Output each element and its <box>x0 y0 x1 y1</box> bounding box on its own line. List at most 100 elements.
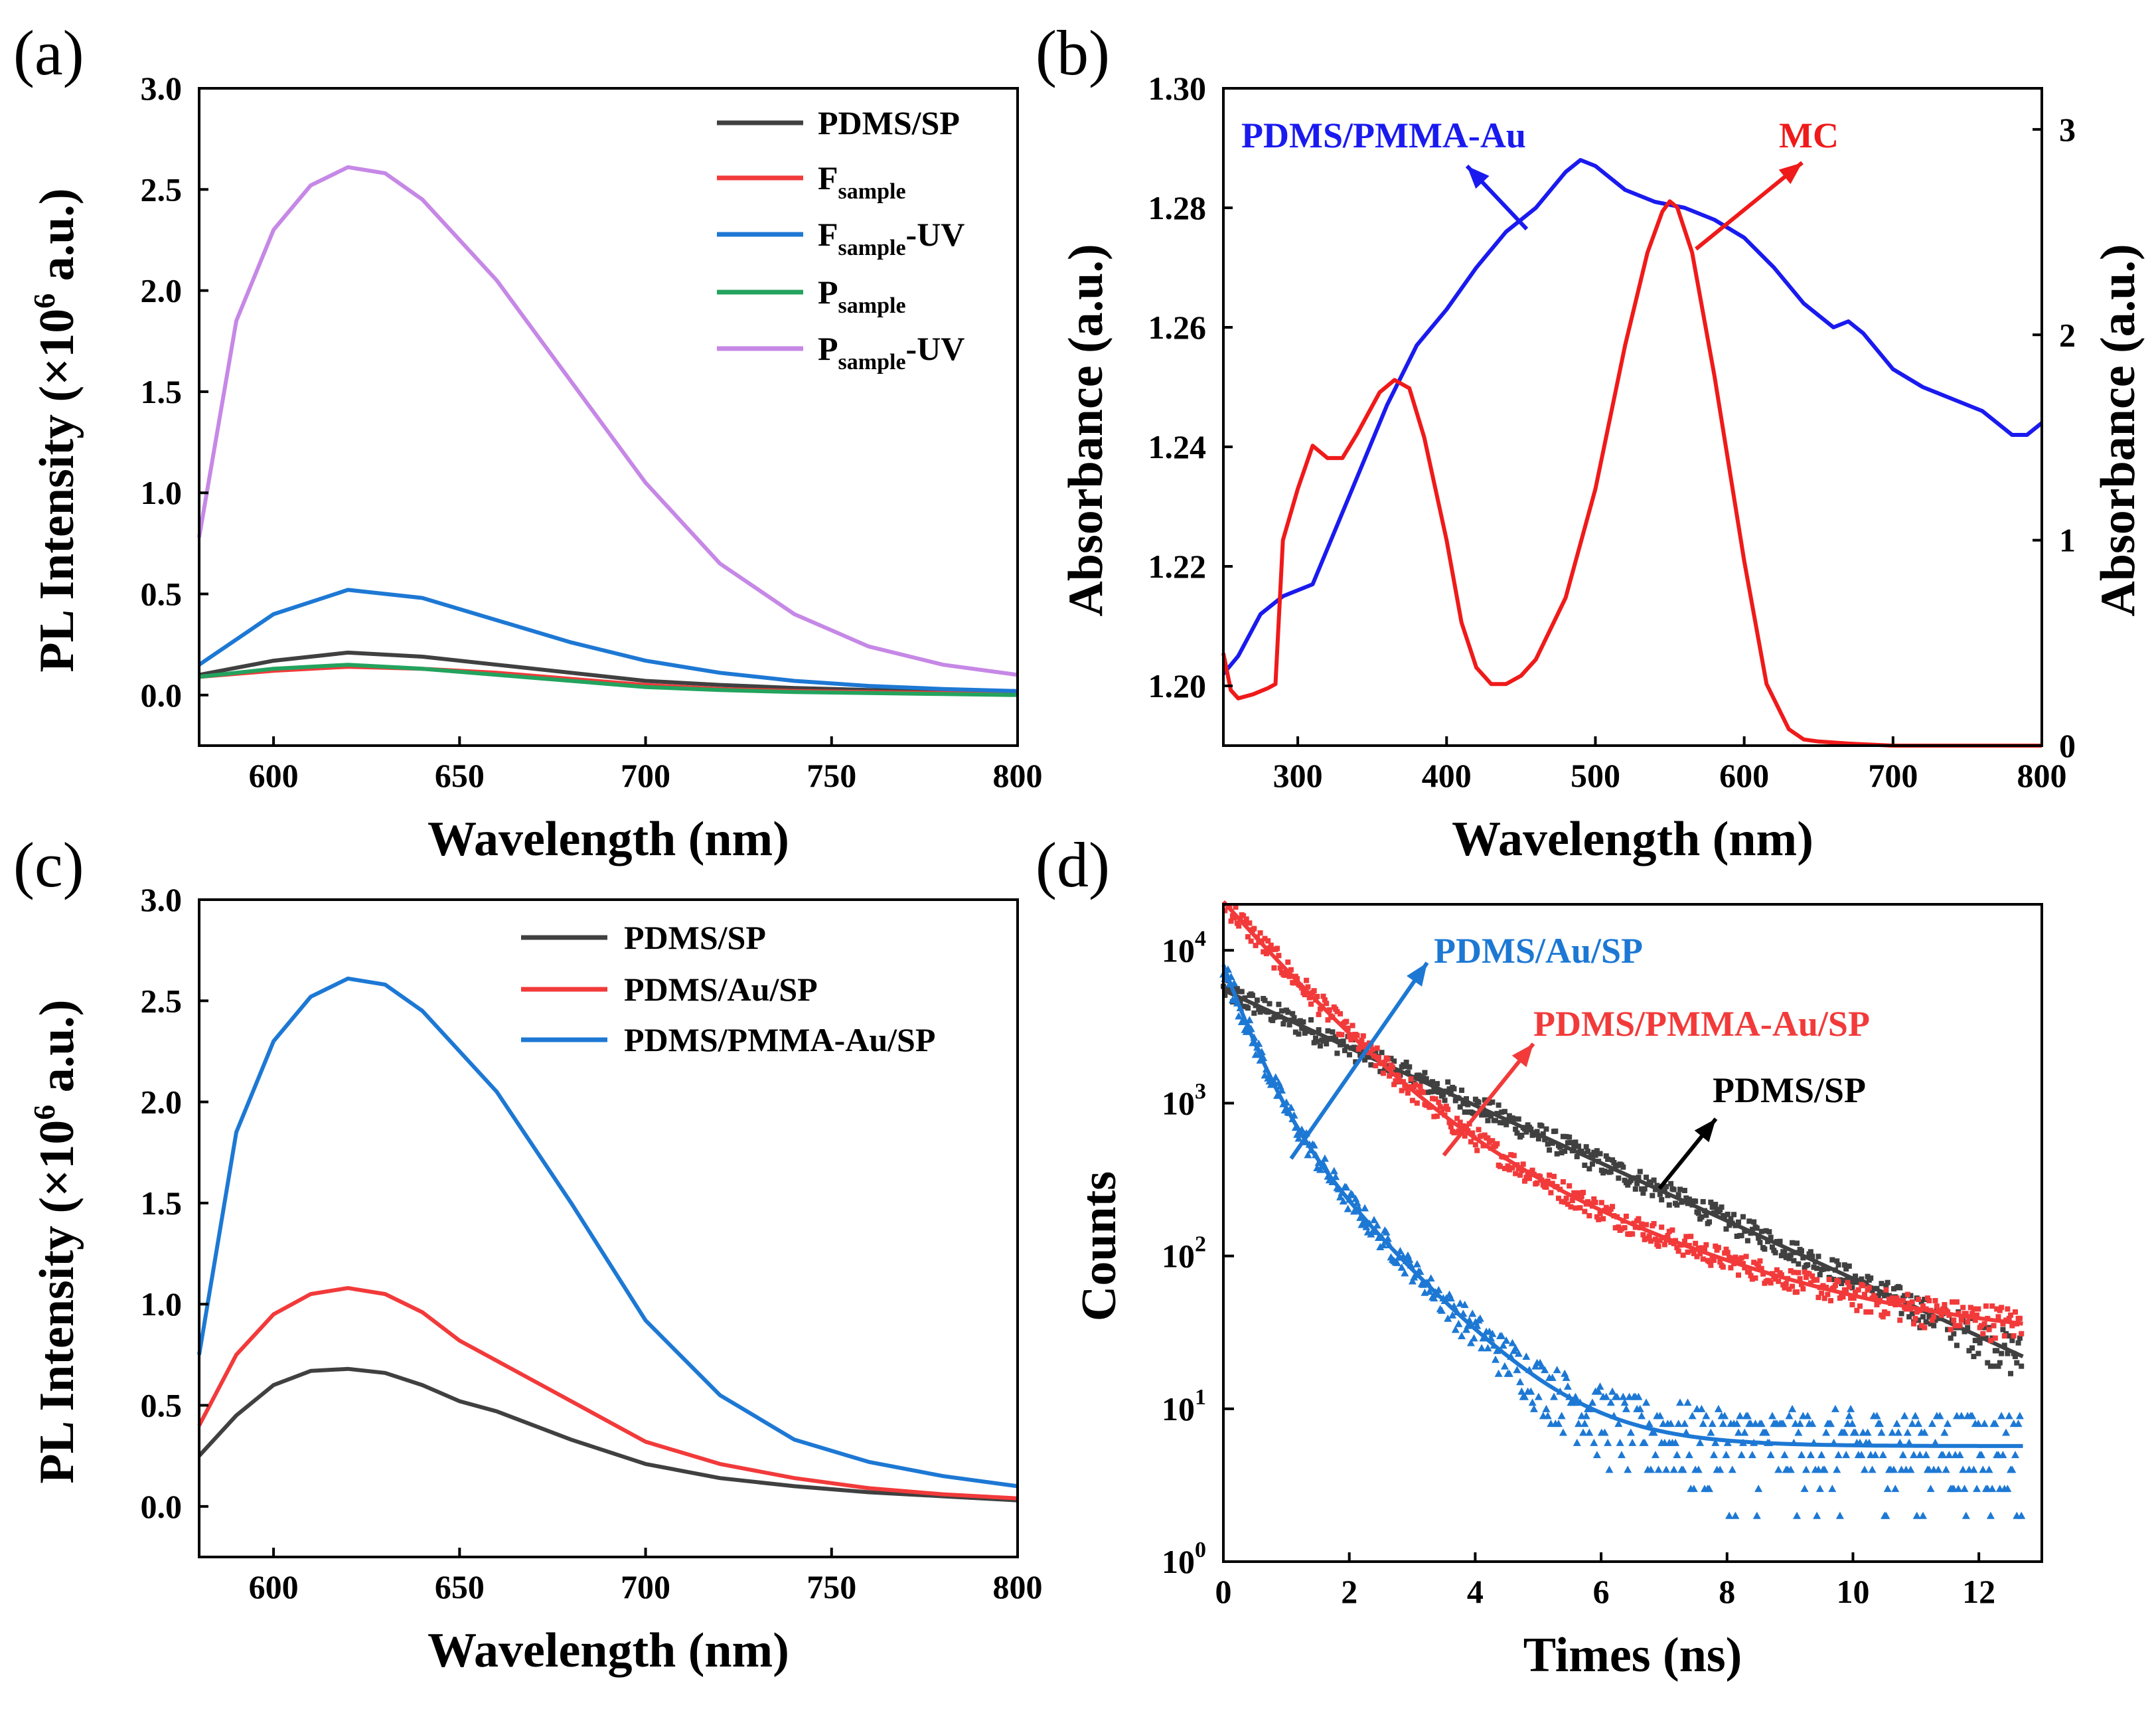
data-point <box>1756 1264 1762 1269</box>
data-point <box>1267 945 1272 951</box>
data-point <box>1537 1362 1546 1370</box>
data-point <box>1369 1046 1375 1052</box>
y-tick-label: 2.5 <box>141 982 183 1019</box>
data-point <box>1493 1117 1499 1123</box>
data-point <box>1571 1144 1577 1150</box>
data-point <box>1968 1412 1977 1420</box>
x-axis-label: Wavelength (nm) <box>1452 812 1813 866</box>
data-point <box>1514 1130 1520 1136</box>
data-point <box>1598 1200 1604 1206</box>
data-point <box>1559 1428 1567 1436</box>
data-point <box>1228 918 1234 924</box>
data-point <box>1814 1266 1820 1271</box>
data-point <box>1748 1273 1754 1279</box>
data-point <box>1837 1295 1843 1301</box>
data-point <box>1971 1306 1977 1312</box>
data-point <box>1728 1265 1734 1271</box>
data-point <box>1568 1204 1574 1210</box>
data-point <box>1425 1287 1434 1295</box>
data-point <box>1579 1194 1584 1200</box>
data-point <box>1665 1232 1671 1238</box>
data-point <box>1916 1317 1922 1323</box>
data-point <box>1677 1186 1683 1192</box>
data-point <box>1334 1050 1340 1056</box>
data-point <box>1808 1420 1817 1428</box>
data-point <box>1222 992 1228 998</box>
data-point <box>1368 1062 1374 1068</box>
data-point <box>1965 1325 1971 1331</box>
data-point <box>1462 1109 1468 1115</box>
x-tick-label: 600 <box>249 757 299 794</box>
data-point <box>2008 1465 2017 1473</box>
data-point <box>1614 1163 1620 1169</box>
data-point <box>1554 1151 1560 1157</box>
data-point <box>1602 1168 1608 1174</box>
x-tick-label: 750 <box>807 1568 856 1605</box>
data-point <box>1268 942 1274 948</box>
data-point <box>1973 1485 1981 1493</box>
series-line-0 <box>1221 158 2043 675</box>
data-point <box>1774 1267 1780 1273</box>
data-point <box>1880 1314 1886 1320</box>
y-tick-label: 102 <box>1162 1232 1206 1275</box>
data-point <box>1466 1339 1475 1347</box>
x-tick-label: 600 <box>249 1568 299 1605</box>
data-point <box>2014 1420 2023 1428</box>
data-point <box>2008 1312 2014 1318</box>
data-point <box>1843 1288 1849 1294</box>
data-point <box>1388 1056 1394 1062</box>
data-point <box>1440 1105 1446 1111</box>
data-point <box>1568 1140 1574 1146</box>
data-point <box>1416 1089 1422 1095</box>
data-point <box>1683 1195 1689 1201</box>
data-point <box>1513 1126 1519 1132</box>
data-point <box>1796 1261 1802 1267</box>
data-point <box>1377 1068 1383 1074</box>
data-point <box>1597 1210 1603 1216</box>
data-point <box>1882 1309 1888 1315</box>
data-point <box>1995 1314 2001 1320</box>
data-point <box>1636 1404 1644 1412</box>
data-point <box>1304 977 1310 983</box>
data-point <box>1833 1465 1841 1473</box>
data-point <box>1669 1465 1678 1473</box>
data-point <box>2006 1315 2012 1321</box>
data-point <box>1922 1451 1930 1459</box>
data-point <box>1403 1059 1409 1065</box>
data-point <box>2019 1331 2025 1337</box>
data-point <box>1474 1147 1480 1153</box>
data-point <box>1922 1325 1928 1331</box>
data-point <box>1563 1195 1569 1201</box>
data-point <box>1832 1283 1838 1289</box>
series-line-0 <box>197 1366 1018 1503</box>
x-tick-label: 700 <box>621 1568 670 1605</box>
data-point <box>1974 1337 1980 1343</box>
data-point <box>1638 1412 1646 1420</box>
data-point <box>1360 1047 1366 1053</box>
data-point <box>1826 1277 1832 1283</box>
data-point <box>1794 1240 1800 1246</box>
data-point <box>2019 1363 2025 1369</box>
data-point <box>1502 1336 1511 1344</box>
data-point <box>1571 1190 1577 1196</box>
data-point <box>1597 1151 1603 1157</box>
data-point <box>1423 1076 1429 1082</box>
data-point <box>1882 1293 1888 1299</box>
data-point <box>1245 1005 1251 1011</box>
data-point <box>1359 1218 1367 1226</box>
data-point <box>1431 1113 1437 1119</box>
data-point <box>1459 1088 1465 1094</box>
data-point <box>1291 980 1297 986</box>
data-point <box>1768 1280 1774 1286</box>
data-point <box>1969 1345 1975 1351</box>
data-point <box>2015 1412 2024 1420</box>
data-point <box>1763 1228 1769 1234</box>
data-point <box>1563 1382 1572 1390</box>
y-tick-label: 0.0 <box>141 677 183 714</box>
data-point <box>1620 1398 1629 1406</box>
data-point <box>1630 1231 1636 1237</box>
data-point <box>1760 1271 1766 1277</box>
data-point <box>1756 1235 1762 1241</box>
data-point <box>2017 1511 2026 1519</box>
data-point <box>1731 1511 1740 1519</box>
